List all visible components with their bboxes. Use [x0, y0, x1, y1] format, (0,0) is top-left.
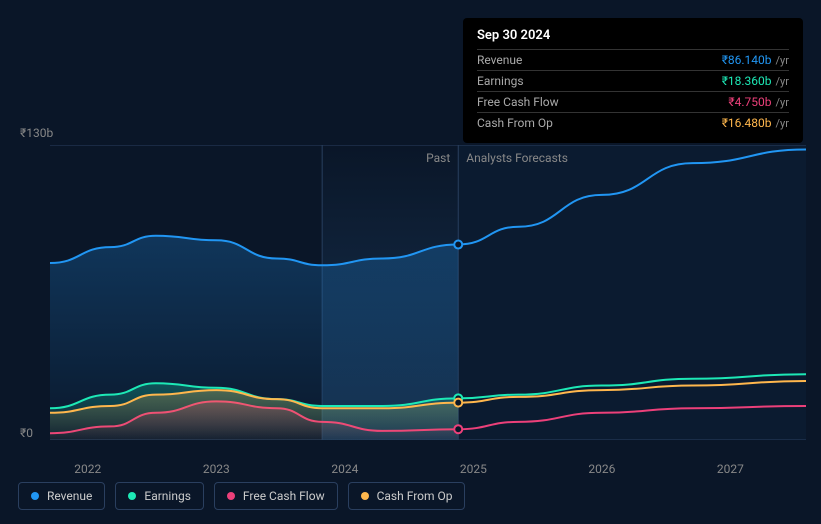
legend-label: Free Cash Flow — [243, 489, 325, 503]
legend-dot — [128, 492, 136, 500]
legend-item[interactable]: Earnings — [115, 482, 204, 510]
tooltip-date: Sep 30 2024 — [477, 28, 789, 43]
legend-dot — [361, 492, 369, 500]
tooltip-row-label: Earnings — [477, 74, 524, 88]
tooltip-row-label: Revenue — [477, 53, 522, 67]
legend-label: Revenue — [47, 489, 92, 503]
chart-plot-area: Past Analysts Forecasts 2022202320242025… — [50, 145, 806, 440]
legend-item[interactable]: Cash From Op — [348, 482, 466, 510]
tooltip-row-label: Cash From Op — [477, 116, 553, 130]
legend-dot — [31, 492, 39, 500]
legend-label: Earnings — [144, 489, 191, 503]
legend-item[interactable]: Revenue — [18, 482, 105, 510]
tooltip-row: Free Cash Flow ₹4.750b /yr — [477, 91, 789, 112]
chart-svg — [50, 145, 806, 440]
x-axis-tick: 2024 — [331, 462, 358, 476]
legend-label: Cash From Op — [377, 489, 453, 503]
tooltip-row-value: ₹86.140b /yr — [722, 53, 789, 67]
y-axis-max: ₹130b — [20, 126, 53, 140]
tooltip-row-value: ₹18.360b /yr — [722, 74, 789, 88]
legend-item[interactable]: Free Cash Flow — [214, 482, 338, 510]
x-axis-tick: 2026 — [588, 462, 615, 476]
x-axis-tick: 2027 — [717, 462, 744, 476]
tooltip-row: Cash From Op ₹16.480b /yr — [477, 112, 789, 133]
x-axis-tick: 2023 — [203, 462, 230, 476]
legend-dot — [227, 492, 235, 500]
tooltip-row: Revenue ₹86.140b /yr — [477, 49, 789, 70]
x-axis-tick: 2025 — [460, 462, 487, 476]
y-axis-min: ₹0 — [20, 426, 33, 440]
chart-tooltip: Sep 30 2024 Revenue ₹86.140b /yr Earning… — [463, 18, 803, 143]
tooltip-row-value: ₹16.480b /yr — [722, 116, 789, 130]
section-label-forecast: Analysts Forecasts — [466, 151, 568, 165]
tooltip-row-label: Free Cash Flow — [477, 95, 559, 109]
chart-legend: Revenue Earnings Free Cash Flow Cash From O… — [18, 482, 465, 510]
tooltip-row: Earnings ₹18.360b /yr — [477, 70, 789, 91]
section-label-past: Past — [426, 151, 450, 165]
tooltip-row-value: ₹4.750b /yr — [728, 95, 789, 109]
x-axis-tick: 2022 — [74, 462, 101, 476]
